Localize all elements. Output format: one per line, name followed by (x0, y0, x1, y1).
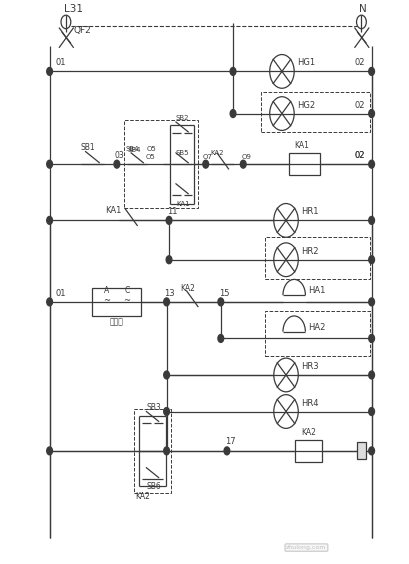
Bar (265, 311, 370, 356)
Circle shape (240, 160, 246, 168)
Circle shape (166, 217, 172, 224)
Circle shape (369, 371, 375, 379)
Text: 02: 02 (355, 100, 365, 109)
Text: HR1: HR1 (301, 208, 319, 217)
Circle shape (230, 68, 236, 76)
Text: HA1: HA1 (308, 286, 326, 295)
Text: SB4: SB4 (127, 147, 141, 153)
Bar (124, 120, 198, 208)
Bar (135, 409, 171, 493)
Text: KA2: KA2 (180, 284, 195, 293)
Text: KA1: KA1 (105, 206, 121, 215)
Text: SB6: SB6 (146, 482, 161, 491)
Text: C: C (124, 286, 130, 295)
Circle shape (369, 68, 375, 76)
Circle shape (164, 371, 169, 379)
Text: A: A (104, 286, 109, 295)
Text: KA2: KA2 (211, 149, 224, 156)
Text: 01: 01 (56, 59, 66, 68)
Circle shape (369, 109, 375, 117)
Text: 03: 03 (115, 151, 125, 160)
Text: 02: 02 (355, 59, 365, 68)
Text: 15: 15 (219, 289, 229, 298)
Text: O9: O9 (241, 153, 251, 160)
Text: KA2: KA2 (135, 492, 150, 501)
Text: ~: ~ (124, 296, 130, 305)
Bar (92, 288, 142, 316)
Bar (289, 153, 320, 175)
Text: HG1: HG1 (297, 59, 316, 68)
Circle shape (47, 447, 52, 455)
Text: 11: 11 (167, 207, 178, 216)
Text: HR4: HR4 (301, 399, 319, 408)
Bar (357, 442, 366, 459)
Text: L31: L31 (64, 3, 83, 14)
Circle shape (369, 217, 375, 224)
Bar (295, 440, 322, 461)
Text: O5: O5 (145, 153, 155, 160)
Text: SB5: SB5 (176, 149, 189, 156)
Text: 02: 02 (355, 151, 365, 160)
Text: HR3: HR3 (301, 362, 319, 371)
Circle shape (164, 447, 169, 455)
Circle shape (369, 408, 375, 416)
Text: HR2: HR2 (301, 247, 319, 256)
Circle shape (47, 217, 52, 224)
Circle shape (203, 160, 209, 168)
Text: 02: 02 (355, 151, 365, 160)
Circle shape (218, 334, 224, 342)
Text: zhulong.com: zhulong.com (286, 545, 327, 550)
Circle shape (164, 298, 169, 306)
Text: ~: ~ (103, 296, 110, 305)
Text: KA1: KA1 (176, 201, 190, 208)
Text: 01: 01 (56, 289, 66, 298)
Circle shape (114, 160, 120, 168)
Circle shape (369, 447, 375, 455)
Circle shape (369, 298, 375, 306)
Circle shape (369, 334, 375, 342)
Circle shape (369, 256, 375, 264)
Circle shape (47, 68, 52, 76)
Text: N: N (360, 3, 367, 14)
Text: QF2: QF2 (73, 26, 91, 35)
Text: 变频器: 变频器 (110, 317, 124, 326)
Text: HA2: HA2 (308, 323, 326, 332)
Bar (261, 92, 370, 132)
Text: O7: O7 (203, 153, 213, 160)
Text: KA2: KA2 (301, 428, 316, 437)
Bar (265, 237, 370, 279)
Circle shape (224, 447, 230, 455)
Circle shape (166, 256, 172, 264)
Text: O5: O5 (146, 146, 156, 152)
Text: 13: 13 (164, 289, 175, 298)
Circle shape (47, 298, 52, 306)
Circle shape (218, 298, 224, 306)
Circle shape (369, 160, 375, 168)
Text: 17: 17 (225, 437, 236, 446)
Circle shape (164, 408, 169, 416)
Text: SB2: SB2 (176, 115, 189, 121)
Circle shape (47, 160, 52, 168)
Circle shape (230, 109, 236, 117)
Text: KA1: KA1 (294, 141, 309, 150)
Text: SB3: SB3 (146, 403, 161, 412)
Text: HG2: HG2 (297, 100, 316, 109)
Text: SB1: SB1 (80, 143, 95, 152)
Text: SB4: SB4 (125, 146, 139, 152)
